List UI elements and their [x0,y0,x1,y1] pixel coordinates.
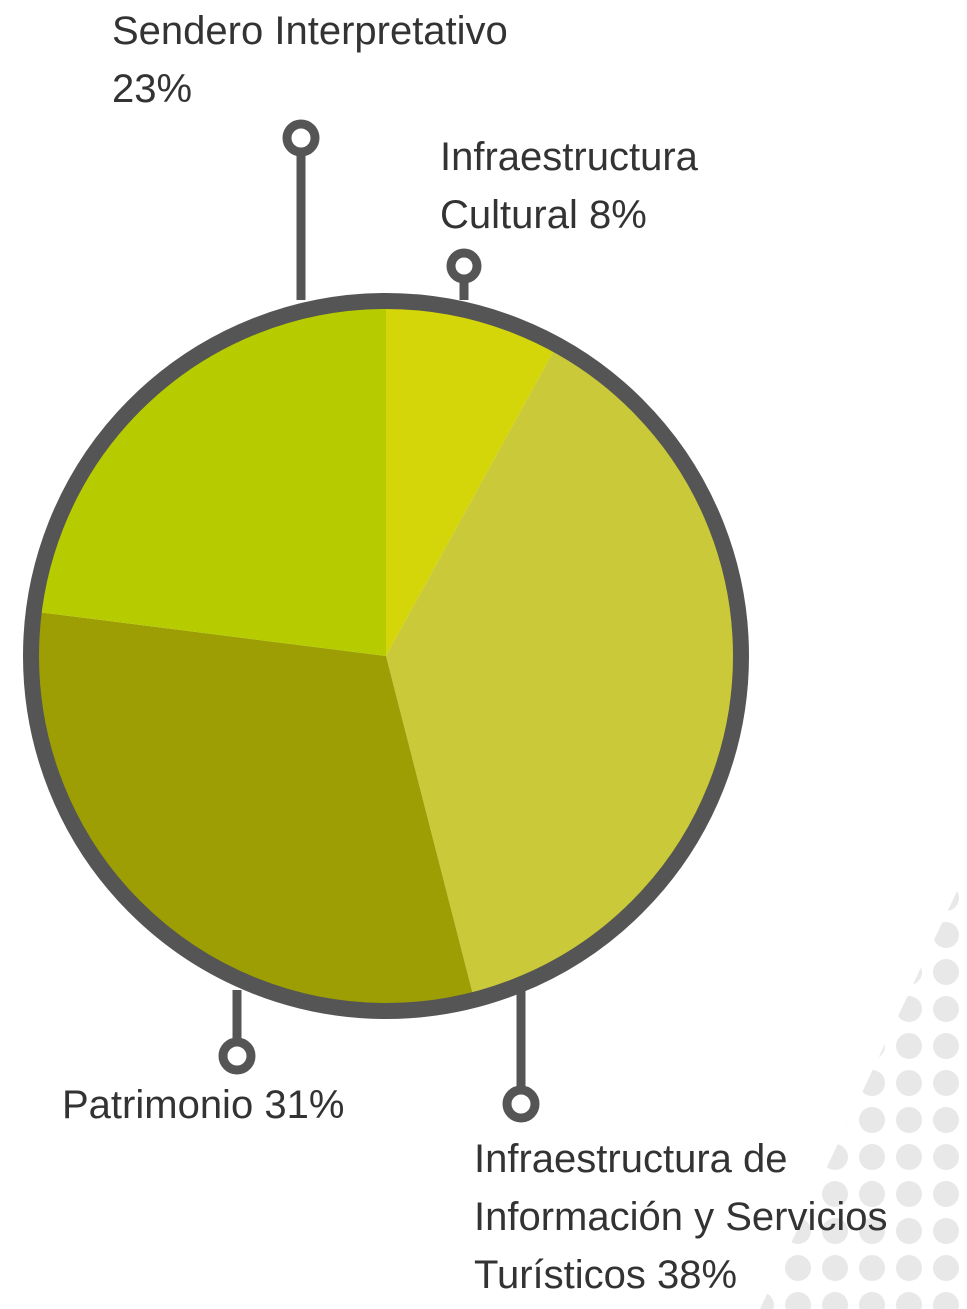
value-label: 23% [112,67,193,111]
category-name: Patrimonio [62,1083,254,1127]
slice-label: Infraestructura de Información y Servici… [474,1130,964,1304]
category-name: Infraestructura de Información y Servici… [474,1137,888,1297]
connector-dot [502,1085,540,1123]
value-label: 8% [588,193,647,237]
pie-slice [386,349,736,996]
slice-label: Infraestructura Cultural 8% [440,128,780,244]
connector-dot [218,1037,256,1075]
pie-slice [386,306,555,656]
slice-label: Patrimonio 31% [62,1076,462,1134]
value-label: 31% [264,1083,345,1127]
value-label: 38% [657,1253,738,1297]
connector-dot [446,248,482,284]
background-dots [760,870,967,1309]
category-name: Sendero Interpretativo [112,9,508,53]
category-name: Infraestructura Cultural [440,135,698,237]
slice-label: Sendero Interpretativo 23% [112,2,532,118]
pie [36,306,736,1006]
connector-dot [282,119,320,157]
connectors [218,119,540,1123]
pie-slice [38,306,386,656]
pie-border [23,293,749,1019]
